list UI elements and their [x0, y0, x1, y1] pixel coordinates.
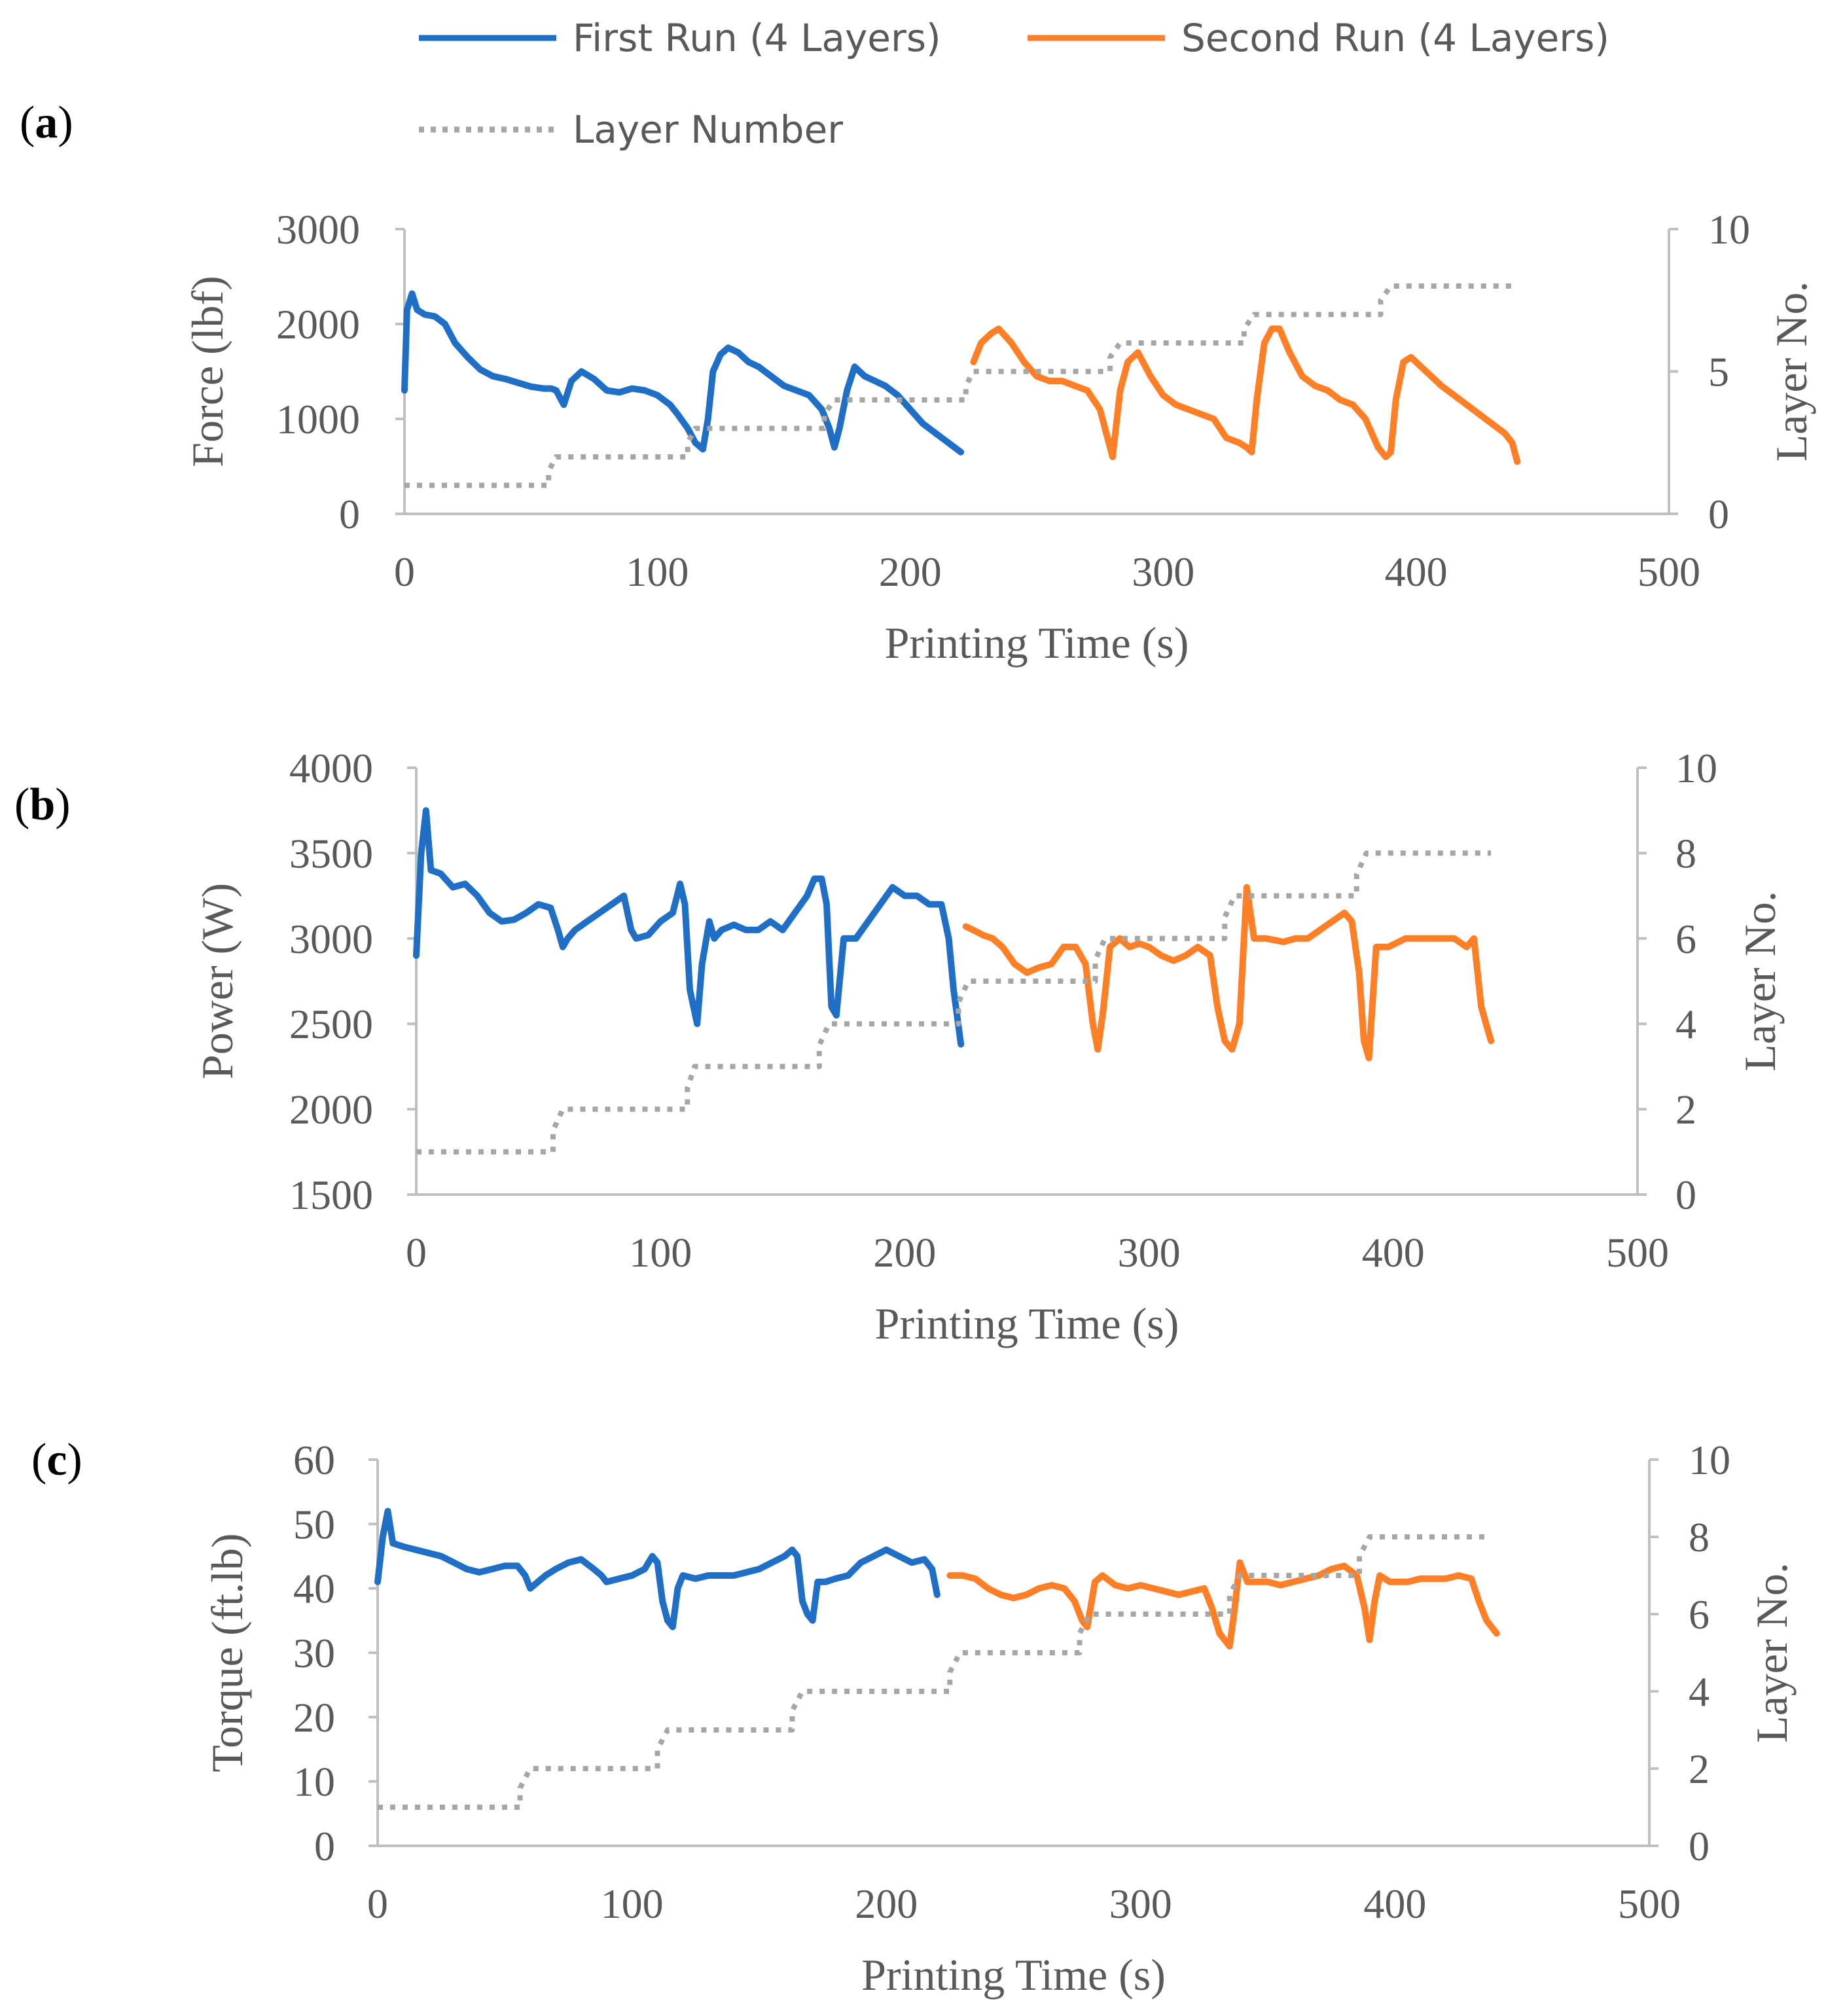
- series-line-second-run: [970, 325, 1521, 465]
- x-tick-label: 200: [879, 549, 942, 595]
- panel-label: (a): [20, 98, 73, 148]
- y-tick-label: 50: [293, 1501, 335, 1547]
- x-tick-label: 100: [601, 1881, 664, 1927]
- y-tick-label: 0: [314, 1823, 335, 1869]
- x-axis-label: Printing Time (s): [875, 1299, 1179, 1348]
- y-tick-label: 30: [293, 1630, 335, 1676]
- series-line-first-run: [413, 807, 965, 1048]
- y2-axis-label: Layer No.: [1766, 281, 1816, 462]
- panel-label: (c): [31, 1435, 82, 1485]
- series-line-layer-number: [404, 283, 1518, 488]
- series-line-layer-number: [416, 850, 1492, 1155]
- y-tick-label: 10: [293, 1759, 335, 1805]
- y2-tick-label: 0: [1675, 1172, 1696, 1218]
- y2-tick-label: 0: [1689, 1823, 1710, 1869]
- x-tick-label: 0: [406, 1229, 427, 1276]
- x-tick-label: 500: [1618, 1881, 1681, 1927]
- x-tick-label: 100: [626, 549, 689, 595]
- series-line-second-run: [946, 1559, 1500, 1650]
- y-tick-label: 3500: [289, 830, 373, 876]
- y2-tick-label: 6: [1675, 916, 1696, 962]
- x-tick-label: 400: [1363, 1881, 1426, 1927]
- y2-axis-label: Layer No.: [1747, 1562, 1797, 1743]
- y2-tick-label: 4: [1675, 1001, 1696, 1047]
- y-tick-label: 1500: [289, 1172, 373, 1218]
- y2-tick-label: 8: [1689, 1514, 1710, 1560]
- series-line-first-run: [401, 290, 965, 456]
- y-tick-label: 3000: [276, 206, 360, 253]
- y-tick-label: 3000: [289, 916, 373, 962]
- y2-tick-label: 2: [1689, 1746, 1710, 1792]
- y2-tick-label: 2: [1675, 1087, 1696, 1133]
- x-tick-label: 300: [1109, 1881, 1172, 1927]
- x-tick-label: 100: [629, 1229, 692, 1276]
- series-line-layer-number: [378, 1534, 1490, 1810]
- y-tick-label: 1000: [276, 396, 360, 442]
- x-axis-label: Printing Time (s): [885, 618, 1189, 668]
- y-tick-label: 60: [293, 1437, 335, 1483]
- x-tick-label: 200: [873, 1229, 936, 1276]
- x-tick-label: 0: [394, 549, 415, 595]
- x-tick-label: 300: [1132, 549, 1194, 595]
- x-tick-label: 500: [1638, 549, 1700, 595]
- x-tick-label: 400: [1362, 1229, 1425, 1276]
- y2-tick-label: 5: [1708, 349, 1729, 395]
- y-axis-label: Torque (ft.lb): [202, 1533, 252, 1772]
- x-tick-label: 0: [367, 1881, 388, 1927]
- legend-label-layer-number: Layer Number: [573, 107, 843, 152]
- legend: First Run (4 Layers) Second Run (4 Layer…: [419, 16, 1609, 152]
- x-tick-label: 300: [1118, 1229, 1181, 1276]
- x-tick-label: 200: [855, 1881, 918, 1927]
- y-tick-label: 2000: [276, 301, 360, 348]
- y-axis-label: Force (lbf): [183, 276, 232, 467]
- x-tick-label: 500: [1606, 1229, 1669, 1276]
- y2-tick-label: 6: [1689, 1591, 1710, 1638]
- y-axis-label: Power (W): [192, 883, 242, 1079]
- y-tick-label: 2500: [289, 1001, 373, 1047]
- y-tick-label: 40: [293, 1566, 335, 1612]
- y2-tick-label: 10: [1708, 206, 1750, 253]
- legend-label-first-run: First Run (4 Layers): [573, 16, 941, 60]
- y2-tick-label: 0: [1708, 491, 1729, 537]
- x-tick-label: 400: [1385, 549, 1448, 595]
- y2-tick-label: 8: [1675, 830, 1696, 876]
- y-tick-label: 4000: [289, 745, 373, 791]
- series-line-second-run: [962, 884, 1495, 1062]
- x-axis-label: Printing Time (s): [861, 1950, 1166, 2000]
- y2-tick-label: 10: [1689, 1437, 1730, 1483]
- legend-label-second-run: Second Run (4 Layers): [1181, 16, 1609, 60]
- series-line-first-run: [374, 1507, 940, 1630]
- y2-axis-label: Layer No.: [1735, 891, 1785, 1071]
- y-tick-label: 20: [293, 1694, 335, 1740]
- y2-tick-label: 4: [1689, 1668, 1710, 1715]
- panel-label: (b): [14, 780, 71, 830]
- y2-tick-label: 10: [1675, 745, 1717, 791]
- y-tick-label: 0: [339, 491, 360, 537]
- y-tick-label: 2000: [289, 1087, 373, 1133]
